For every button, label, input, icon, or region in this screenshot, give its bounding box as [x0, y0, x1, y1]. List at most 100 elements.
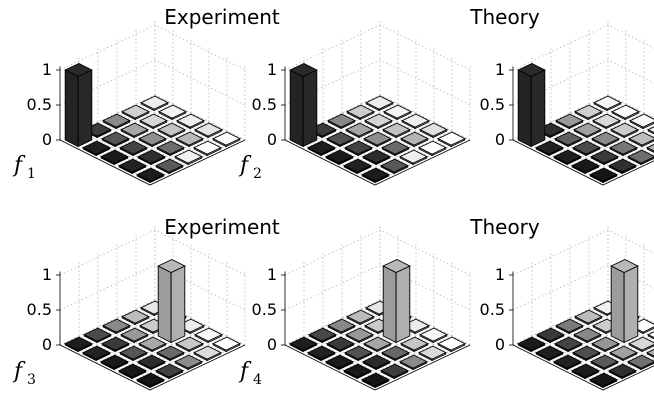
bar-1-1 [554, 336, 583, 353]
bar-0-4 [593, 95, 622, 112]
bar-0-2 [327, 318, 356, 335]
bar-0-2 [555, 318, 584, 335]
bar-1-3 [592, 113, 621, 130]
bar-2-3 [610, 122, 639, 139]
z-tick-label: 0.5 [27, 300, 52, 319]
floor-axes [284, 139, 471, 186]
bar-3-0 [571, 158, 600, 175]
bar-0-2 [102, 318, 131, 335]
bar-0-3 [574, 104, 603, 121]
bar-0-1 [536, 327, 565, 344]
bar-2-0 [100, 354, 129, 371]
bar-1-2 [573, 327, 602, 344]
bar-3-2 [381, 345, 410, 362]
bar-3-3 [628, 131, 654, 148]
z-tick-label: 0.5 [480, 95, 505, 114]
bar-3-2 [609, 345, 638, 362]
bar3d-panel-4: 10.50 [27, 226, 246, 391]
bar-2-0 [553, 354, 582, 371]
bar-0-3 [121, 104, 150, 121]
bar-3-4 [647, 126, 654, 135]
bar-1-0 [535, 140, 564, 157]
bar-1-1 [101, 336, 130, 353]
floor-axes [284, 344, 471, 391]
bar-3-4 [419, 327, 448, 344]
bar-2-4 [176, 113, 205, 130]
bar-2-4 [629, 113, 654, 130]
bar-3-4 [647, 331, 654, 340]
bar-4-1 [380, 158, 409, 175]
bar-4-0 [589, 167, 618, 184]
bar-3-3 [628, 336, 654, 353]
bar-4-0 [589, 372, 618, 389]
label-f4: f 4 [238, 359, 262, 388]
title-experiment-bottom: Experiment [164, 215, 280, 239]
bar-0-0 [517, 62, 546, 148]
bar-1-0 [307, 345, 336, 362]
bar-3-1 [137, 149, 166, 166]
floor-axes [512, 344, 654, 391]
bar-3-1 [137, 354, 166, 371]
bar-0-0 [64, 62, 93, 148]
svg-text:f: f [238, 359, 252, 384]
z-tick-label: 1 [267, 265, 277, 284]
bar-2-2 [591, 336, 620, 353]
bar-2-1 [572, 140, 601, 157]
bar-4-2 [399, 149, 428, 166]
bar-2-3 [382, 258, 411, 344]
bar-2-3 [610, 258, 639, 344]
bar3d-panel-1: 10.50 [27, 21, 246, 186]
bar-4-0 [136, 372, 165, 389]
z-tick-label: 0 [495, 130, 505, 149]
bar-4-4 [437, 131, 466, 148]
z-tick-label: 1 [267, 60, 277, 79]
bar-1-0 [82, 140, 111, 157]
bar-1-3 [364, 113, 393, 130]
label-f2: f 2 [238, 153, 262, 182]
bar-3-3 [175, 336, 204, 353]
bar-3-2 [381, 140, 410, 157]
bar-1-1 [554, 131, 583, 148]
svg-text:f: f [238, 153, 252, 178]
bar-2-1 [119, 345, 148, 362]
bar-3-0 [118, 158, 147, 175]
bar-4-1 [380, 363, 409, 380]
bar-1-4 [611, 104, 640, 121]
bar-1-2 [345, 327, 374, 344]
bar-4-2 [399, 354, 428, 371]
bar-3-1 [362, 149, 391, 166]
bar-0-1 [308, 327, 337, 344]
bar-0-0 [517, 336, 546, 353]
bar-4-3 [193, 345, 222, 362]
z-tick-label: 0 [267, 130, 277, 149]
bar-2-0 [100, 149, 129, 166]
bar-3-0 [571, 363, 600, 380]
svg-text:f: f [12, 153, 26, 178]
bar-3-1 [590, 354, 619, 371]
bar3d-panel-3: 10.50 [480, 21, 654, 186]
bar-3-4 [194, 327, 223, 344]
bar-1-2 [120, 327, 149, 344]
bar-2-2 [363, 131, 392, 148]
bar-1-2 [345, 122, 374, 139]
bar-0-4 [140, 95, 169, 112]
bar-1-3 [139, 113, 168, 130]
bar-4-1 [155, 363, 184, 380]
bar-4-3 [646, 143, 654, 153]
bar-4-4 [212, 131, 241, 148]
bar-3-4 [419, 122, 448, 139]
bar-3-0 [343, 363, 372, 380]
title-theory-bottom: Theory [469, 215, 540, 239]
bar-0-3 [121, 309, 150, 326]
bar-0-2 [555, 113, 584, 130]
bar-1-4 [383, 104, 412, 121]
bar-3-4 [194, 122, 223, 139]
bar-3-2 [156, 345, 185, 362]
bar-4-1 [155, 158, 184, 175]
bar-3-3 [400, 131, 429, 148]
z-tick-label: 0.5 [252, 300, 277, 319]
bar-3-3 [175, 131, 204, 148]
bar3d-panel-2: 10.50 [252, 21, 471, 186]
